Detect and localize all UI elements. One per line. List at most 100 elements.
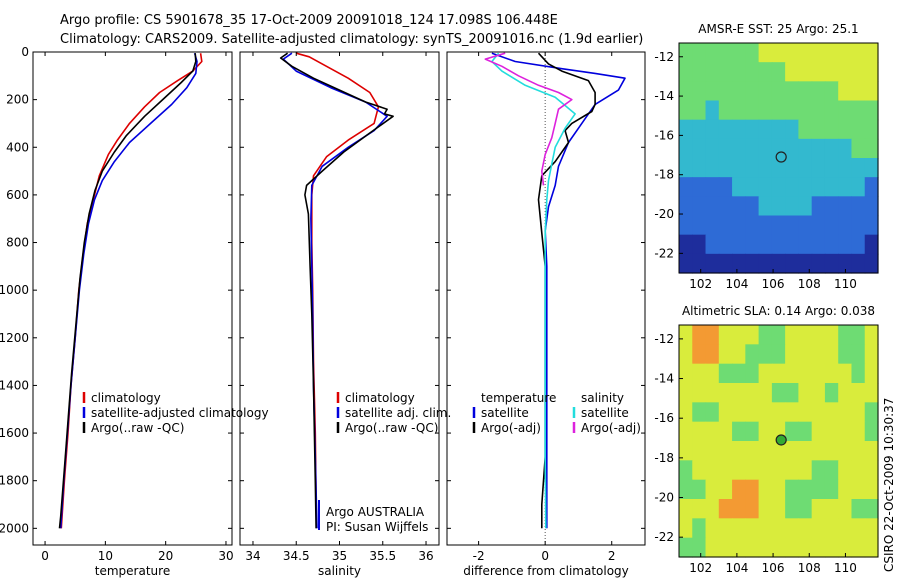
heatmap-cell <box>705 460 720 481</box>
heatmap-cell <box>864 43 879 63</box>
sst-map-panel: AMSR-E SST: 25 Argo: 25.1 102 104 106 108 110… <box>654 22 879 291</box>
x-tick-label: 106 <box>762 561 785 575</box>
y-tick-label: -20 <box>654 491 674 505</box>
heatmap-cell <box>851 421 866 442</box>
heatmap-cell <box>718 421 733 442</box>
heatmap-cell <box>718 344 733 365</box>
argo-location-marker <box>775 434 787 446</box>
heatmap-cell <box>811 100 826 121</box>
heatmap-cell <box>745 81 760 102</box>
annotation-line1: Argo AUSTRALIA <box>326 505 425 519</box>
heatmap-cell <box>771 100 786 121</box>
heatmap-cell <box>718 215 733 236</box>
heatmap-cell <box>838 325 853 345</box>
heatmap-cell <box>732 100 746 121</box>
heatmap-cell <box>732 43 746 63</box>
heatmap-cell <box>758 325 773 345</box>
y-tick-label: 600 <box>6 188 29 202</box>
heatmap-cell <box>824 100 839 121</box>
heatmap-cell <box>864 460 879 481</box>
heatmap-cell <box>838 421 853 442</box>
heatmap-cell <box>864 383 879 403</box>
heatmap-cell <box>785 421 799 442</box>
heatmap-cell <box>758 441 773 461</box>
heatmap-cell <box>851 460 866 481</box>
heatmap-cell <box>705 158 720 178</box>
series-line-3 <box>58 53 197 529</box>
heatmap-cell <box>811 138 826 159</box>
heatmap-cell <box>692 421 707 442</box>
heatmap-cell <box>824 460 839 481</box>
x-axis-label: temperature <box>95 564 170 578</box>
x-tick-label: 36 <box>418 549 433 563</box>
heatmap-cell <box>718 62 733 82</box>
axes-frame <box>32 51 233 546</box>
csiro-timestamp: CSIRO 22-Oct-2009 10:30:37 <box>882 398 896 572</box>
heatmap-cell <box>864 196 879 217</box>
heatmap-cell <box>798 196 813 217</box>
heatmap-cell <box>692 215 707 236</box>
heatmap-cell <box>785 537 799 558</box>
heatmap-cell <box>745 215 760 236</box>
legend-label-2: satellite-adjusted climatology <box>91 406 269 420</box>
heatmap-cell <box>864 479 879 500</box>
x-tick-label: -2 <box>473 549 485 563</box>
heatmap-cell <box>732 215 746 236</box>
heatmap-cell <box>798 119 813 140</box>
heatmap-cell <box>798 441 813 461</box>
heatmap-cell <box>692 363 707 384</box>
heatmap-cell <box>824 537 839 558</box>
heatmap-cell <box>705 421 720 442</box>
y-tick-label: 800 <box>6 236 29 250</box>
heatmap-cell <box>679 158 693 178</box>
heatmap-cell <box>705 402 720 423</box>
heatmap-cell <box>718 537 733 558</box>
heatmap-cell <box>732 537 746 558</box>
heatmap-cell <box>771 383 786 403</box>
heatmap-cell <box>679 215 693 236</box>
y-tick-label: -18 <box>654 451 674 465</box>
heatmap-cell <box>718 479 733 500</box>
heatmap-cell <box>705 441 720 461</box>
heatmap-cell <box>785 383 799 403</box>
heatmap-cell <box>692 460 707 481</box>
heatmap-cell <box>851 81 866 102</box>
heatmap-cell <box>758 499 773 519</box>
heatmap-cell <box>851 62 866 82</box>
legend-label-1: climatology <box>345 391 415 405</box>
heatmap-cell <box>679 234 693 255</box>
heatmap-cell <box>851 537 866 558</box>
heatmap-cell <box>732 158 746 178</box>
heatmap-cell <box>732 62 746 82</box>
heatmap-cell <box>771 119 786 140</box>
y-tick-label: -12 <box>654 332 674 346</box>
heatmap-cell <box>745 158 760 178</box>
heatmap-cell <box>679 196 693 217</box>
heatmap-cell <box>732 177 746 197</box>
heatmap-cell <box>824 119 839 140</box>
heatmap-cell <box>838 62 853 82</box>
heatmap-cell <box>718 441 733 461</box>
heatmap-cell <box>732 460 746 481</box>
heatmap-cell <box>692 158 707 178</box>
heatmap-cell <box>732 402 746 423</box>
heatmap-cell <box>679 344 693 365</box>
heatmap-cell <box>745 518 760 539</box>
heatmap-cell <box>864 81 879 102</box>
x-tick-label: 106 <box>762 277 785 291</box>
heatmap-cell <box>692 402 707 423</box>
heatmap-cell <box>705 81 720 102</box>
heatmap-cell <box>824 402 839 423</box>
heatmap-cell <box>771 158 786 178</box>
heatmap-cell <box>851 100 866 121</box>
heatmap-cell <box>692 479 707 500</box>
heatmap-cell <box>824 62 839 82</box>
heatmap-cell <box>758 138 773 159</box>
heatmap-cell <box>679 43 693 63</box>
heatmap-cell <box>758 518 773 539</box>
heatmap-cell <box>798 138 813 159</box>
heatmap-cell <box>771 138 786 159</box>
heatmap-cell <box>705 138 720 159</box>
heatmap-cell <box>758 81 773 102</box>
